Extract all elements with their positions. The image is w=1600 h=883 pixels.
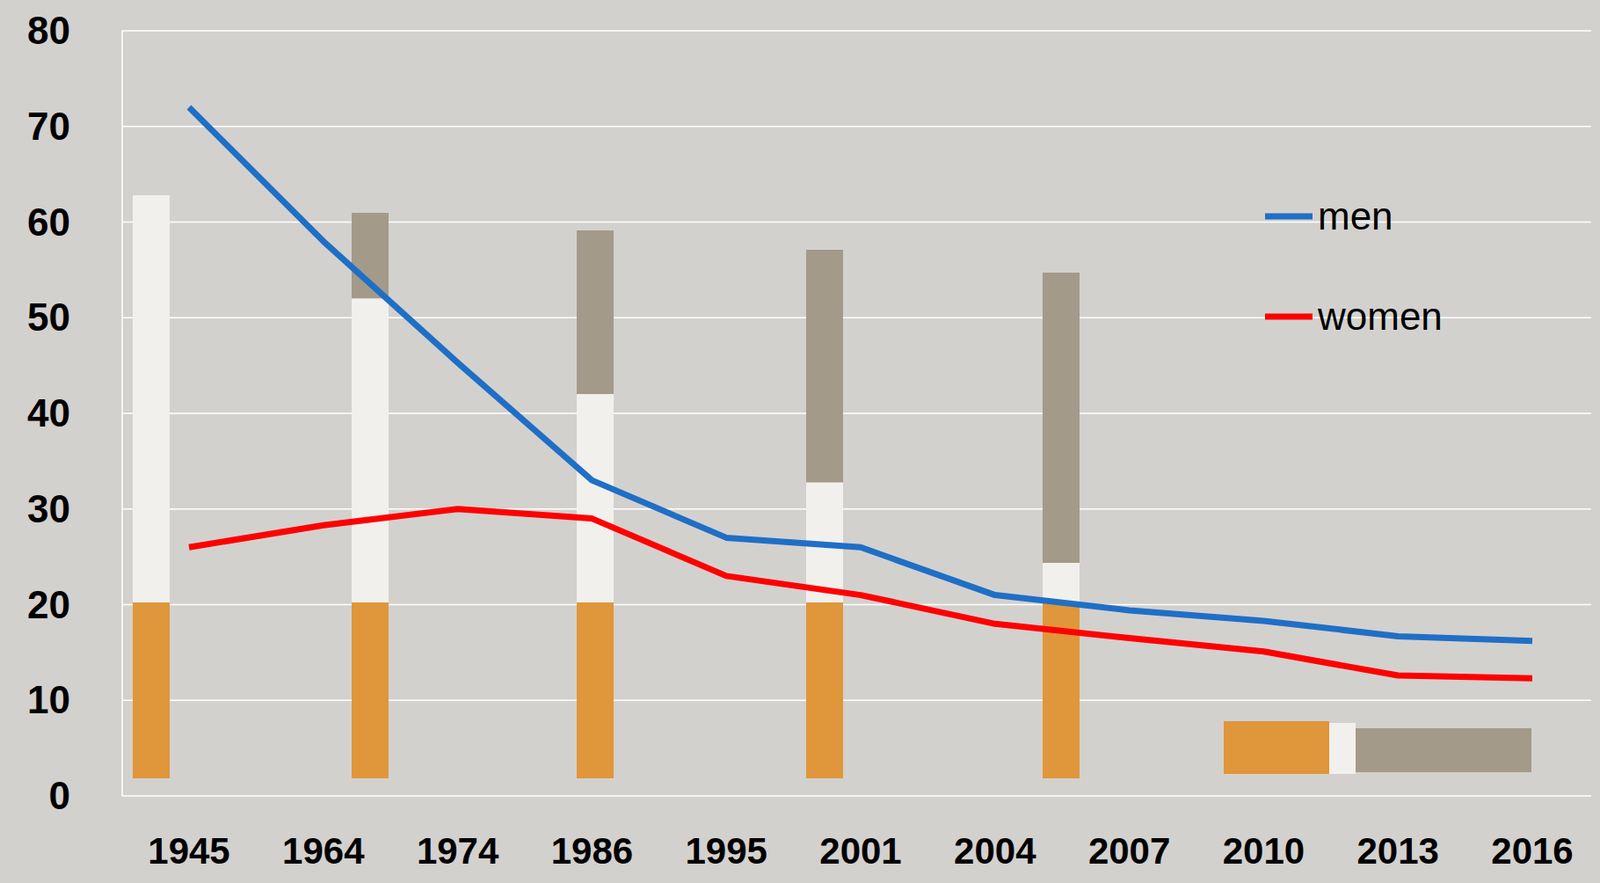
grid-line (122, 125, 1592, 128)
y-tick-label: 60 (27, 200, 71, 244)
y-tick-label: 10 (27, 677, 71, 721)
decoration (1042, 272, 1080, 563)
background (0, 0, 1600, 883)
x-tick-label: 2007 (1088, 829, 1171, 872)
decoration (351, 298, 389, 603)
x-tick-label: 1986 (551, 829, 633, 872)
legend-label: women (1316, 294, 1443, 338)
decoration (1355, 727, 1532, 772)
grid-line (122, 29, 1592, 32)
legend-swatch (1265, 213, 1313, 220)
y-tick-label: 80 (27, 8, 71, 52)
decoration (132, 195, 170, 603)
decoration (576, 602, 614, 779)
grid-line (122, 699, 1592, 702)
x-tick-label: 2016 (1490, 829, 1573, 872)
y-tick-label: 40 (27, 391, 71, 435)
grid-line (122, 412, 1592, 415)
plot-area (189, 107, 1533, 678)
grid-line (122, 508, 1592, 510)
decoration (351, 602, 389, 779)
legend-label: men (1317, 194, 1394, 238)
decoration (132, 195, 1532, 779)
decoration (806, 602, 844, 779)
decoration (576, 393, 614, 603)
series-line (189, 509, 1533, 678)
y-tick-label: 50 (27, 295, 71, 339)
x-tick-label: 1945 (147, 829, 230, 872)
decoration (806, 249, 844, 483)
x-tick-label: 1974 (416, 829, 500, 872)
y-tick-label: 0 (49, 773, 71, 817)
series-line (189, 107, 1533, 641)
decoration (576, 230, 614, 394)
decoration (132, 602, 170, 779)
decoration (1042, 562, 1080, 603)
decoration (1223, 720, 1330, 774)
x-tick-label: 1995 (684, 829, 767, 872)
grid-line (122, 603, 1592, 606)
grid (122, 30, 1592, 796)
y-tick-label: 30 (27, 487, 71, 531)
grid-line (122, 794, 1592, 797)
x-tick-label: 2013 (1356, 829, 1439, 872)
x-tick-label: 2010 (1222, 829, 1305, 872)
y-tick-label: 20 (27, 582, 71, 626)
x-tick-label: 2004 (953, 829, 1037, 872)
x-tick-label: 1964 (282, 829, 365, 872)
x-tick-label: 2001 (819, 829, 902, 872)
decoration (1329, 722, 1356, 774)
chart: 0 10 20 30 40 50 60 70 80 1945 1964 1974 1986 1995 200… (0, 0, 1600, 883)
y-axis-line (121, 30, 124, 796)
legend-swatch (1265, 313, 1313, 320)
y-tick-label: 70 (27, 104, 71, 148)
